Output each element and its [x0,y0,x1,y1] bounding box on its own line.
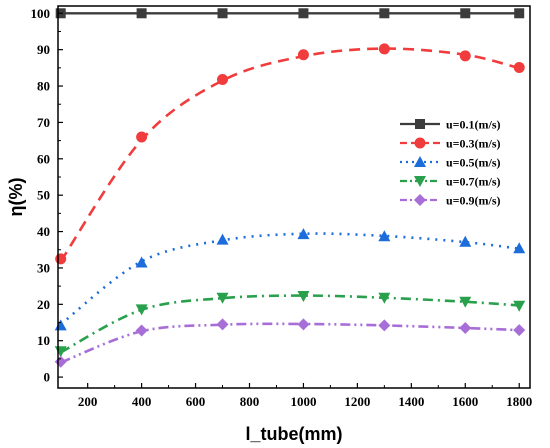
y-tick-label: 40 [37,224,50,239]
y-axis: 0 10 20 30 40 50 60 70 80 90 100 [31,6,63,385]
x-tick-label: 400 [132,394,152,409]
data-point [513,61,525,73]
data-point [378,230,391,242]
x-axis-title: l_tube(mm) [245,424,342,444]
y-tick-label: 60 [37,151,50,166]
x-tick-label: 1400 [398,394,424,409]
x-axis: 200 400 600 800 1000 1200 1400 1600 1800 [78,383,532,409]
plot-frame [57,5,531,389]
series-markers [54,8,526,368]
data-point [298,8,309,19]
y-tick-label: 80 [37,79,50,94]
y-tick-label: 0 [44,370,51,385]
y-tick-label: 30 [37,260,50,275]
data-point [459,50,471,62]
data-point [379,8,390,19]
data-point [54,319,67,331]
legend-label: u=0.9(m/s) [446,194,501,208]
data-point [216,233,229,245]
series-line-3 [59,232,520,326]
legend-marker [414,156,426,167]
x-tick-label: 1000 [290,394,316,409]
data-point [297,290,310,302]
data-point [217,8,228,19]
data-point [297,49,309,61]
x-tick-label: 1200 [344,394,370,409]
data-point [459,321,472,334]
y-tick-label: 100 [31,6,51,21]
data-point [378,292,391,304]
series-line-2 [59,47,520,263]
data-point [216,318,229,331]
y-tick-label: 10 [37,333,50,348]
x-tick-label: 200 [78,394,98,409]
x-tick-label: 1600 [452,394,478,409]
data-point [136,131,148,143]
x-tick-label: 600 [186,394,206,409]
data-point [216,292,229,304]
data-point [54,346,67,358]
x-tick-label: 1800 [506,394,532,409]
data-point [460,8,471,19]
x-tick-label: 800 [240,394,260,409]
y-tick-label: 20 [37,297,50,312]
legend-marker [414,194,426,206]
legend-label: u=0.1(m/s) [446,118,501,132]
legend-label: u=0.3(m/s) [446,137,501,151]
legend-marker [414,176,426,187]
data-point [459,296,472,308]
data-point [459,235,472,247]
legend-label: u=0.7(m/s) [446,175,501,189]
series-line-5 [60,322,520,364]
data-point [513,324,526,337]
data-point [135,256,148,268]
y-tick-label: 50 [37,188,50,203]
data-point [514,8,525,19]
data-point [55,253,67,265]
legend-label: u=0.5(m/s) [446,156,501,170]
y-axis-title: η(%) [6,178,26,217]
data-point [378,43,390,55]
data-point [297,318,310,331]
legend-marker [415,119,425,129]
data-point [513,242,526,254]
data-point [135,304,148,316]
data-point [297,228,310,240]
data-point [136,8,147,19]
y-tick-label: 70 [37,115,50,130]
data-point [378,319,391,332]
y-tick-label: 90 [37,42,50,57]
legend: u=0.1(m/s) u=0.3(m/s) u=0.5(m/s) u=0.7(m/s)… [400,118,501,208]
data-point [135,324,148,337]
data-point [217,73,229,85]
data-point [513,300,526,312]
data-point [54,355,67,368]
legend-marker [414,137,426,149]
